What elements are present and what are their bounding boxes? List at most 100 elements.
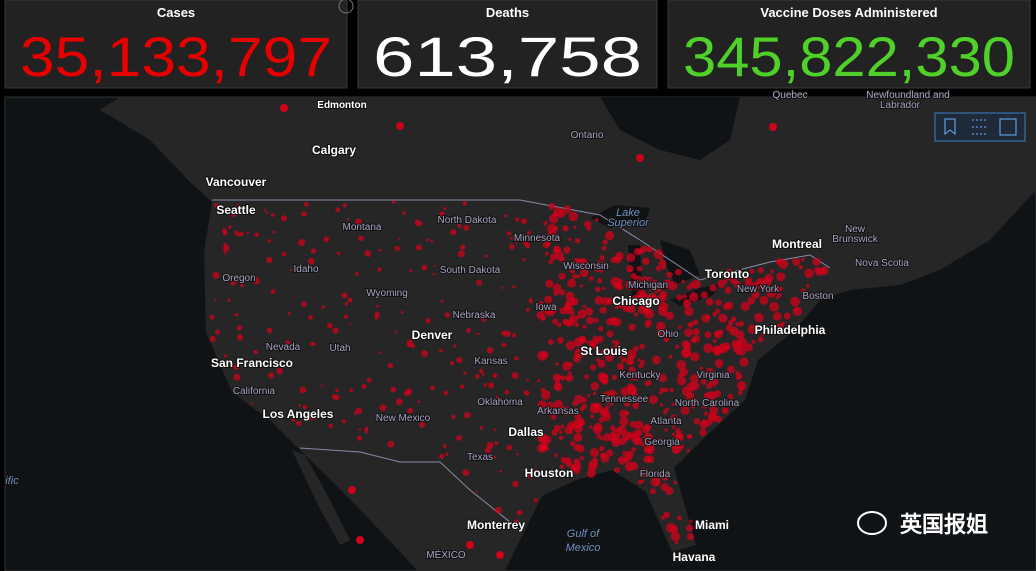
case-dot	[725, 301, 734, 310]
place-label: Boston	[802, 291, 833, 302]
case-dot	[354, 218, 362, 226]
case-dot	[686, 533, 695, 541]
case-dot	[429, 385, 435, 391]
case-dot	[774, 329, 778, 333]
bookmark-icon[interactable]	[944, 118, 956, 136]
case-dot	[598, 373, 609, 384]
case-dot	[526, 231, 531, 235]
case-dot	[414, 219, 422, 227]
case-dot	[701, 419, 708, 425]
border	[212, 199, 831, 281]
case-dot	[805, 284, 810, 288]
case-dot	[602, 391, 611, 399]
place-label: Kansas	[474, 356, 507, 367]
case-dot	[409, 269, 413, 273]
case-dot	[590, 448, 600, 458]
hudson-bay	[600, 97, 740, 160]
place-label: Virginia	[696, 370, 730, 381]
case-dot	[798, 265, 803, 270]
case-dot	[744, 343, 753, 352]
map-toolbar[interactable]	[934, 112, 1026, 142]
case-dot	[605, 405, 610, 410]
case-dot	[224, 252, 227, 255]
case-dot	[268, 372, 275, 379]
case-dot	[379, 351, 382, 354]
case-dot	[715, 299, 722, 306]
case-dot	[301, 301, 307, 308]
place-label: Atlanta	[650, 416, 682, 427]
case-dot	[769, 123, 777, 131]
case-dot	[646, 276, 653, 284]
case-dot	[753, 281, 762, 290]
case-dot	[449, 361, 454, 366]
case-dot	[692, 335, 700, 343]
case-dot	[668, 354, 673, 359]
case-dot	[739, 357, 749, 367]
map[interactable]: Edmonton Calgary Vancouver Seattle Ontario Qu…	[4, 89, 1036, 571]
case-dot	[563, 246, 571, 254]
case-dot	[640, 245, 648, 253]
expand-icon[interactable]	[338, 0, 354, 14]
case-dot	[560, 375, 566, 381]
case-dot	[654, 480, 660, 486]
case-dot	[751, 290, 760, 299]
case-dot	[552, 318, 558, 325]
case-dot	[650, 295, 660, 305]
case-dot	[525, 307, 530, 312]
case-dot	[685, 341, 691, 347]
case-dot	[250, 402, 253, 405]
case-dot	[313, 414, 318, 420]
place-label: Toronto	[705, 267, 749, 281]
case-dot	[445, 452, 449, 456]
place-label: San Francisco	[211, 356, 293, 370]
case-dot	[679, 435, 684, 440]
case-dot	[289, 268, 292, 272]
case-dot	[421, 264, 428, 271]
case-dot	[559, 464, 564, 470]
place-label: ific	[5, 475, 19, 487]
case-dot	[484, 447, 491, 454]
case-dot	[410, 343, 416, 349]
case-dot	[625, 356, 635, 366]
case-dot	[699, 366, 704, 371]
case-dot	[450, 229, 457, 236]
case-dot	[800, 288, 806, 294]
stat-label: Deaths	[486, 5, 529, 20]
case-dot	[619, 416, 629, 427]
case-dot	[443, 207, 447, 210]
place-label: Labrador	[880, 100, 921, 111]
case-dot	[524, 242, 531, 249]
case-dot	[233, 364, 239, 370]
qr-icon[interactable]	[999, 118, 1017, 136]
case-dot	[656, 415, 662, 421]
case-dot	[744, 276, 752, 284]
stat-panel	[357, 0, 658, 89]
case-dot	[592, 392, 597, 396]
case-dot	[562, 225, 569, 232]
case-dot	[589, 364, 597, 371]
case-dot	[599, 255, 605, 260]
case-dot	[271, 213, 275, 217]
case-dot	[565, 319, 573, 327]
case-dot	[494, 428, 497, 432]
case-dot	[213, 203, 218, 208]
case-dot	[772, 312, 782, 321]
case-dot	[453, 344, 457, 348]
case-dot	[543, 221, 548, 226]
case-dot	[460, 244, 466, 250]
case-dot	[492, 373, 498, 378]
case-dot	[705, 298, 714, 306]
case-dot	[705, 367, 715, 377]
case-dot	[757, 336, 764, 343]
case-dot	[644, 423, 652, 432]
case-dot	[594, 218, 599, 222]
case-dot	[253, 350, 257, 353]
case-dot	[557, 336, 564, 344]
lake-superior	[590, 205, 650, 228]
case-dot	[594, 422, 603, 431]
case-dot	[432, 272, 436, 276]
case-dot	[723, 279, 728, 284]
case-dot	[596, 358, 601, 363]
case-dot	[677, 515, 682, 521]
case-dot	[751, 339, 756, 344]
